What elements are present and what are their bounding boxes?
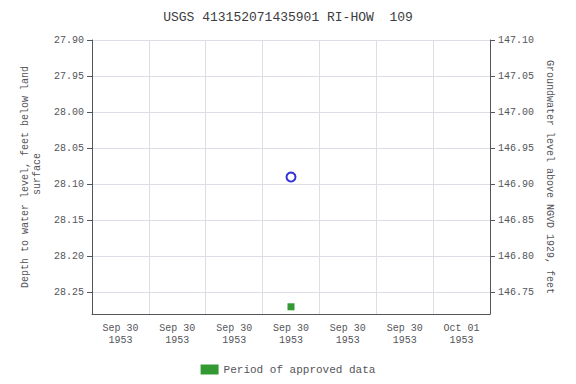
svg-text:Groundwater level above NGVD 1: Groundwater level above NGVD 1929, feet <box>544 60 555 294</box>
svg-text:USGS 413152071435901 RI-HOW 1: USGS 413152071435901 RI-HOW 109 <box>163 10 413 25</box>
svg-text:1953: 1953 <box>108 335 132 346</box>
svg-text:146.75: 146.75 <box>498 287 534 298</box>
svg-text:Sep 30: Sep 30 <box>216 323 252 334</box>
svg-text:147.00: 147.00 <box>498 107 534 118</box>
svg-text:1953: 1953 <box>336 335 360 346</box>
svg-text:Sep 30: Sep 30 <box>273 323 309 334</box>
svg-text:146.95: 146.95 <box>498 143 534 154</box>
svg-text:28.25: 28.25 <box>54 287 84 298</box>
svg-text:146.80: 146.80 <box>498 251 534 262</box>
svg-text:Depth to water level, feet bel: Depth to water level, feet below land <box>20 66 31 288</box>
svg-text:28.10: 28.10 <box>54 179 84 190</box>
svg-text:1953: 1953 <box>450 335 474 346</box>
svg-text:1953: 1953 <box>222 335 246 346</box>
svg-text:Sep 30: Sep 30 <box>387 323 423 334</box>
svg-text:Sep 30: Sep 30 <box>159 323 195 334</box>
svg-text:28.20: 28.20 <box>54 251 84 262</box>
svg-text:28.15: 28.15 <box>54 215 84 226</box>
svg-text:147.10: 147.10 <box>498 35 534 46</box>
svg-text:1953: 1953 <box>279 335 303 346</box>
svg-text:Sep 30: Sep 30 <box>330 323 366 334</box>
svg-text:1953: 1953 <box>165 335 189 346</box>
svg-text:146.85: 146.85 <box>498 215 534 226</box>
svg-text:27.95: 27.95 <box>54 71 84 82</box>
svg-text:147.05: 147.05 <box>498 71 534 82</box>
svg-text:28.00: 28.00 <box>54 107 84 118</box>
svg-text:surface: surface <box>32 153 43 201</box>
svg-text:146.90: 146.90 <box>498 179 534 190</box>
svg-text:Oct 01: Oct 01 <box>444 323 480 334</box>
svg-text:Period of approved data: Period of approved data <box>224 364 376 376</box>
svg-text:28.05: 28.05 <box>54 143 84 154</box>
svg-text:1953: 1953 <box>393 335 417 346</box>
svg-text:Sep 30: Sep 30 <box>102 323 138 334</box>
svg-text:27.90: 27.90 <box>54 35 84 46</box>
